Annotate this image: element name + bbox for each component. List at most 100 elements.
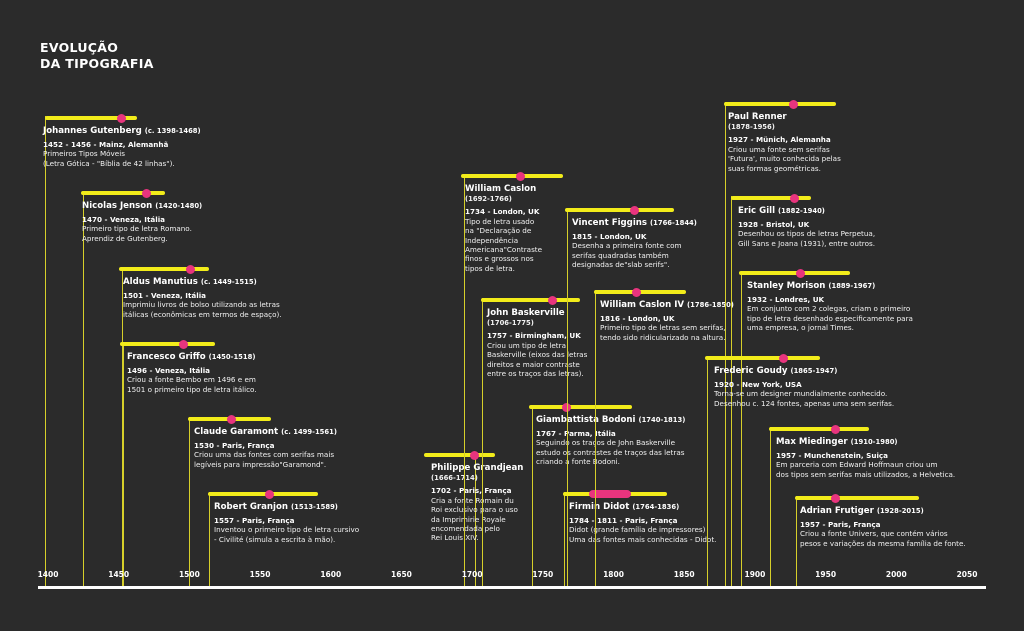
- person-lifespan: (1420-1480): [155, 202, 203, 210]
- event-marker: [778, 353, 788, 363]
- title-line-1: EVOLUÇÃO: [40, 40, 119, 55]
- event-marker: [788, 99, 798, 109]
- event-description: Tipo de letra usado: [465, 216, 535, 226]
- person-name: Eric Gill (1882-1940): [738, 205, 875, 217]
- lifespan-bar: [739, 271, 850, 275]
- person-card: Vincent Figgins (1766-1844) 1815 - London…: [572, 217, 697, 270]
- event-description: Rei Louis XIV.: [431, 533, 479, 543]
- event-description: Cria a fonte Romain du: [431, 495, 514, 505]
- lifeline: [770, 427, 772, 586]
- lifespan-bar: [705, 356, 820, 360]
- lifeline: [474, 453, 476, 586]
- event-description: Desenha a primeira fonte com: [572, 241, 682, 251]
- page-title: EVOLUÇÃO DA TIPOGRAFIA: [40, 40, 154, 72]
- axis-tick-label: 1550: [249, 570, 271, 579]
- person-name-text: Paul Renner: [728, 112, 787, 122]
- lifespan-bar: [45, 116, 138, 120]
- event-marker: [548, 295, 558, 305]
- person-name: Giambattista Bodoni (1740-1813): [536, 414, 685, 426]
- timeline-axis: [38, 586, 986, 589]
- axis-tick-label: 1900: [744, 570, 766, 579]
- lifespan-bar: [528, 405, 632, 409]
- lifespan-bar: [118, 267, 210, 271]
- person-card: Adrian Frutiger (1928-2015) 1957 - Paris,…: [800, 505, 966, 548]
- lifeline: [564, 492, 566, 586]
- event-description: (Letra Gótica - "Bíblia de 42 linhas").: [43, 158, 175, 168]
- person-name: William Caslon IV (1786-1850): [600, 299, 734, 311]
- person-name-text: William Caslon: [465, 184, 537, 194]
- person-card: Claude Garamont (c. 1499-1561) 1530 - Par…: [194, 426, 337, 469]
- axis-tick-label: 2050: [956, 570, 978, 579]
- person-lifespan: (1928-2015): [876, 507, 924, 515]
- event-description: Criou a fonte Bembo em 1496 e em: [127, 375, 256, 385]
- person-name-text: Johannes Gutenberg: [43, 126, 142, 136]
- event-description: encomendada pelo: [431, 524, 500, 534]
- event-description: Primeiro tipo de letras sem serifas,: [600, 323, 726, 333]
- event-description: finos e grossos nos: [465, 254, 534, 264]
- event-description: Gill Sans e Joana (1931), entre outros.: [738, 238, 876, 248]
- event-description: legíveis para impressão"Garamond".: [194, 459, 327, 469]
- event-date-place: 1452 - 1456 - Mainz, Alemanhã: [43, 140, 169, 149]
- axis-tick-label: 1650: [391, 570, 412, 579]
- axis-tick-label: 2000: [885, 570, 907, 579]
- person-name: Max Miedinger (1910-1980): [776, 436, 955, 448]
- event-date-place: 1784 - 1811 - Paris, França: [569, 516, 678, 525]
- person-card: William Caslon IV (1786-1850) 1816 - Lond…: [600, 299, 734, 342]
- event-description: criando a fonte Bodoni.: [536, 457, 620, 467]
- person-name-text: Francesco Griffo: [127, 352, 206, 362]
- event-marker: [831, 493, 840, 503]
- event-marker: [265, 489, 275, 499]
- lifespan-bar: [730, 196, 812, 200]
- lifeline: [45, 116, 47, 586]
- lifeline: [730, 196, 732, 586]
- person-lifespan: (1764-1836): [632, 503, 680, 511]
- person-name-text: Max Miedinger: [776, 437, 848, 447]
- person-name-text: Robert Granjon: [214, 502, 289, 512]
- person-card: John Baskerville (1706-1775) 1757 - Birmin…: [487, 307, 587, 378]
- lifespan-bar: [565, 208, 675, 212]
- event-description: Em conjunto com 2 colegas, criam o prime…: [747, 304, 911, 314]
- lifespan-bar: [723, 102, 836, 106]
- event-marker: [186, 264, 196, 274]
- lifespan-bar: [769, 427, 870, 431]
- event-marker: [227, 414, 237, 424]
- event-marker: [179, 339, 189, 349]
- event-marker: [831, 424, 840, 434]
- event-date-place: 1928 - Bristol, UK: [738, 220, 810, 229]
- event-description: tipos de letra.: [465, 263, 515, 273]
- person-name: Frederic Goudy (1865-1947): [714, 365, 894, 377]
- event-date-place: 1702 - Paris, França: [431, 486, 512, 496]
- person-name-text: Aldus Manutius: [123, 277, 198, 287]
- person-name: Robert Granjon (1513-1589): [214, 501, 359, 513]
- person-name-text: Frederic Goudy: [714, 366, 788, 376]
- event-description: direitos e maior contraste: [487, 359, 580, 369]
- lifeline: [83, 191, 85, 586]
- person-lifespan: (1882-1940): [778, 207, 825, 215]
- person-lifespan: (1666-1714): [431, 474, 478, 482]
- event-date-place: 1734 - London, UK: [465, 207, 540, 217]
- event-description: designadas de"slab serifs".: [572, 260, 670, 270]
- event-date-place: 1927 - Münich, Alemanha: [728, 135, 831, 145]
- event-marker: [515, 171, 525, 181]
- event-date-place: 1957 - Munchenstein, Suiça: [776, 451, 889, 460]
- event-date-place: 1815 - London, UK: [572, 232, 647, 241]
- event-description: Desenhou os tipos de letras Perpetua,: [738, 229, 876, 239]
- event-description: Em parceria com Edward Hoffmaun criou um: [776, 460, 938, 470]
- lifespan-bar: [460, 174, 563, 178]
- event-description: tipo de letra desenhado especificamente …: [747, 313, 913, 323]
- person-name-text: Philippe Grandjean: [431, 463, 524, 473]
- event-description: - Civilité (simula a escrita à mão).: [214, 534, 336, 544]
- person-lifespan: (1450-1518): [208, 353, 256, 361]
- person-lifespan: (1692-1766): [465, 195, 512, 203]
- event-description: 'Futura', muito conhecida pelas: [728, 154, 841, 164]
- axis-tick-label: 1500: [178, 570, 200, 579]
- event-description: Criou um tipo de letra: [487, 340, 566, 350]
- event-description: Aprendiz de Gutenberg.: [82, 233, 168, 243]
- event-marker: [631, 287, 641, 297]
- event-description: Inventou o primeiro tipo de letra cursiv…: [214, 525, 360, 535]
- axis-tick-label: 1950: [815, 570, 837, 579]
- axis-tick-label: 1850: [673, 570, 695, 579]
- event-marker: [630, 205, 640, 215]
- event-marker: [117, 113, 127, 123]
